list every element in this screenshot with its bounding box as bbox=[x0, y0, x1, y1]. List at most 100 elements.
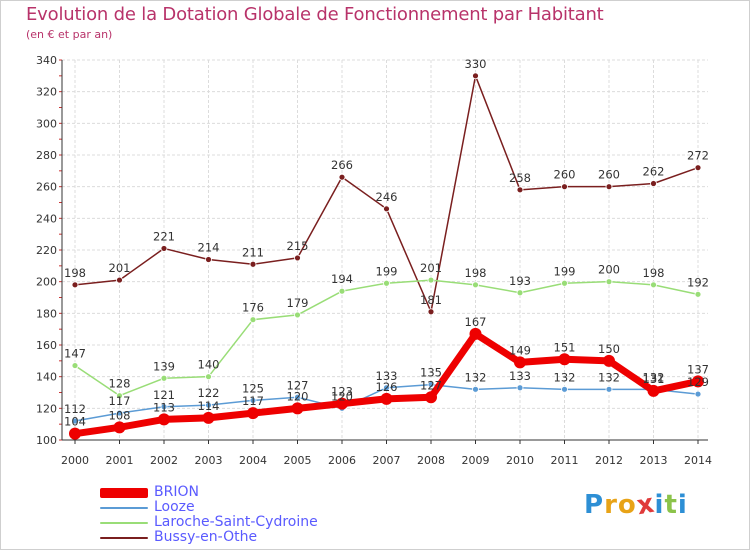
data-point-brion bbox=[336, 397, 348, 410]
x-tick-label: 2004 bbox=[239, 454, 267, 467]
data-point-brion bbox=[202, 411, 215, 424]
data-label-laroche-saint-cydroine: 200 bbox=[598, 263, 620, 277]
data-point-bussy-en-othe bbox=[561, 183, 568, 191]
data-label-looze: 132 bbox=[465, 370, 487, 384]
data-label-looze: 133 bbox=[509, 369, 531, 383]
data-point-laroche-saint-cydroine bbox=[205, 373, 212, 381]
data-point-bussy-en-othe bbox=[205, 256, 212, 263]
legend-item-bussy-en-othe: Bussy-en-Othe bbox=[100, 530, 318, 545]
y-tick-label: 140 bbox=[36, 371, 57, 384]
data-point-looze bbox=[160, 403, 168, 411]
data-point-looze bbox=[383, 384, 390, 392]
data-point-bussy-en-othe bbox=[516, 186, 524, 194]
data-point-brion bbox=[558, 353, 571, 366]
data-label-looze: 125 bbox=[242, 381, 264, 395]
data-label-brion: 120 bbox=[287, 389, 309, 403]
x-tick-label: 2009 bbox=[462, 454, 490, 467]
data-label-brion: 150 bbox=[598, 342, 620, 356]
data-point-laroche-saint-cydroine bbox=[427, 276, 435, 284]
data-label-brion: 149 bbox=[509, 343, 531, 357]
data-point-brion bbox=[113, 421, 126, 434]
data-point-brion bbox=[692, 375, 704, 388]
data-point-brion bbox=[603, 354, 615, 367]
data-label-looze: 132 bbox=[554, 370, 576, 384]
data-label-looze: 117 bbox=[109, 394, 131, 408]
data-label-laroche-saint-cydroine: 128 bbox=[109, 377, 131, 391]
x-tick-label: 2001 bbox=[106, 454, 134, 467]
data-point-bussy-en-othe bbox=[116, 276, 123, 284]
data-label-brion: 131 bbox=[643, 372, 665, 386]
data-label-brion: 137 bbox=[687, 362, 709, 376]
data-point-laroche-saint-cydroine bbox=[605, 278, 613, 286]
legend-item-looze: Looze bbox=[100, 500, 318, 515]
data-label-laroche-saint-cydroine: 199 bbox=[554, 264, 576, 278]
x-tick-label: 2003 bbox=[195, 454, 223, 467]
data-label-looze: 120 bbox=[331, 389, 353, 403]
data-label-bussy-en-othe: 272 bbox=[687, 149, 709, 163]
data-label-laroche-saint-cydroine: 201 bbox=[420, 261, 442, 275]
y-tick-label: 160 bbox=[36, 339, 57, 352]
legend-label: BRION bbox=[154, 484, 199, 500]
data-point-bussy-en-othe bbox=[694, 164, 702, 172]
data-label-looze: 132 bbox=[598, 370, 620, 384]
data-point-bussy-en-othe bbox=[605, 183, 613, 191]
data-point-brion bbox=[469, 327, 482, 340]
data-label-bussy-en-othe: 211 bbox=[242, 245, 264, 259]
data-label-laroche-saint-cydroine: 140 bbox=[198, 358, 220, 372]
data-label-bussy-en-othe: 215 bbox=[287, 239, 309, 253]
data-label-laroche-saint-cydroine: 198 bbox=[643, 266, 665, 280]
data-point-laroche-saint-cydroine bbox=[116, 392, 123, 400]
data-label-bussy-en-othe: 260 bbox=[554, 168, 576, 182]
data-label-looze: 127 bbox=[287, 378, 309, 392]
data-point-bussy-en-othe bbox=[71, 281, 79, 289]
data-label-brion: 127 bbox=[420, 378, 442, 392]
data-point-bussy-en-othe bbox=[249, 260, 257, 268]
data-label-looze: 121 bbox=[153, 388, 175, 402]
x-tick-label: 2010 bbox=[506, 454, 534, 467]
y-tick-label: 240 bbox=[36, 212, 57, 225]
y-tick-label: 320 bbox=[36, 86, 57, 99]
data-point-laroche-saint-cydroine bbox=[71, 362, 79, 369]
x-tick-label: 2002 bbox=[150, 454, 178, 467]
data-label-bussy-en-othe: 260 bbox=[598, 168, 620, 182]
legend-swatch bbox=[100, 536, 148, 539]
x-tick-label: 2008 bbox=[417, 454, 445, 467]
legend-label: Bussy-en-Othe bbox=[154, 529, 258, 545]
x-tick-label: 2013 bbox=[640, 454, 668, 467]
x-tick-label: 2000 bbox=[61, 454, 89, 467]
data-label-brion: 113 bbox=[153, 400, 175, 414]
data-label-bussy-en-othe: 198 bbox=[64, 266, 86, 280]
data-point-laroche-saint-cydroine bbox=[383, 279, 390, 287]
data-point-laroche-saint-cydroine bbox=[561, 279, 568, 287]
data-point-looze bbox=[205, 401, 212, 409]
data-point-laroche-saint-cydroine bbox=[249, 316, 257, 324]
data-label-brion: 151 bbox=[554, 340, 576, 354]
legend-swatch bbox=[100, 521, 148, 524]
data-label-bussy-en-othe: 262 bbox=[643, 165, 665, 179]
data-point-looze bbox=[472, 385, 479, 393]
data-point-brion bbox=[291, 402, 304, 415]
data-label-laroche-saint-cydroine: 176 bbox=[242, 301, 264, 315]
data-label-bussy-en-othe: 201 bbox=[109, 261, 131, 275]
legend-label: Looze bbox=[154, 499, 195, 515]
data-point-bussy-en-othe bbox=[472, 72, 479, 80]
chart-subtitle: (en € et par an) bbox=[26, 28, 113, 41]
data-point-bussy-en-othe bbox=[160, 245, 168, 252]
y-tick-label: 180 bbox=[36, 307, 57, 320]
data-label-bussy-en-othe: 221 bbox=[153, 229, 175, 243]
data-label-laroche-saint-cydroine: 139 bbox=[153, 359, 175, 373]
data-label-laroche-saint-cydroine: 147 bbox=[64, 347, 86, 361]
data-label-bussy-en-othe: 214 bbox=[198, 241, 220, 255]
legend-swatch bbox=[100, 487, 148, 498]
data-point-laroche-saint-cydroine bbox=[338, 287, 346, 295]
data-point-brion bbox=[247, 407, 259, 420]
proxiti-logo: Proxiti bbox=[584, 488, 688, 522]
data-point-looze bbox=[694, 390, 702, 398]
data-label-bussy-en-othe: 266 bbox=[331, 158, 353, 172]
data-label-looze: 132 bbox=[643, 370, 665, 384]
data-point-bussy-en-othe bbox=[338, 173, 346, 181]
data-label-laroche-saint-cydroine: 193 bbox=[509, 274, 531, 288]
data-point-bussy-en-othe bbox=[383, 205, 390, 213]
y-tick-label: 340 bbox=[36, 54, 57, 67]
